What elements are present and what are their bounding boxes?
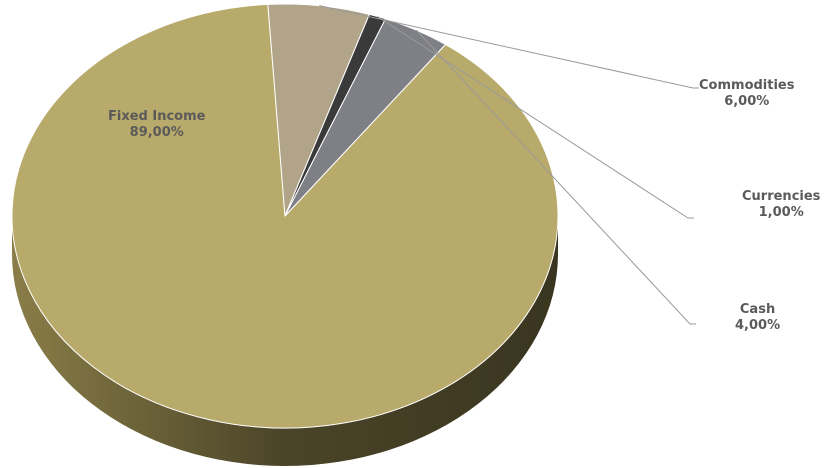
pie-side-fixed-income: [12, 216, 558, 466]
leader-line-cash: [416, 29, 696, 325]
label-fixed-income-value: 89,00%: [129, 125, 184, 140]
label-currencies-value: 1,00%: [758, 205, 804, 220]
label-currencies-name: Currencies: [742, 189, 821, 204]
label-cash-value: 4,00%: [735, 318, 781, 333]
pie-sides: [12, 216, 558, 466]
label-currencies: Currencies 1,00%: [742, 189, 820, 221]
label-cash: Cash 4,00%: [735, 302, 780, 334]
label-fixed-income-name: Fixed Income: [108, 109, 206, 124]
label-cash-name: Cash: [739, 302, 776, 317]
leader-line-commodities: [319, 5, 699, 89]
label-commodities: Commodities 6,00%: [699, 78, 794, 110]
label-commodities-value: 6,00%: [724, 94, 770, 109]
leader-lines: [319, 5, 699, 325]
label-commodities-name: Commodities: [699, 78, 795, 93]
pie-slices: [11, 3, 559, 429]
leader-line-currencies: [377, 16, 694, 219]
label-fixed-income: Fixed Income 89,00%: [108, 109, 205, 141]
